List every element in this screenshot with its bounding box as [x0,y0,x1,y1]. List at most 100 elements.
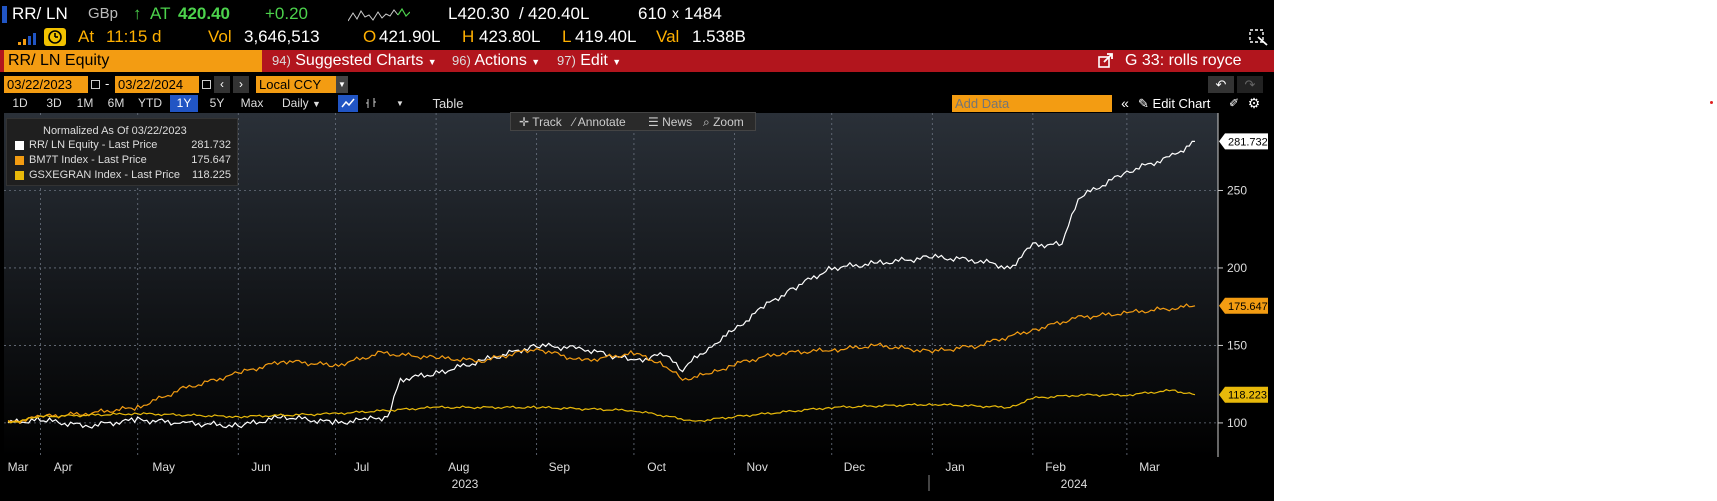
timeframe-button-6m[interactable]: 6M [107,96,125,110]
edit-menu[interactable]: 97) Edit ▼ [551,50,621,72]
zoom-label: Zoom [713,115,744,129]
timeframe-button-5y[interactable]: 5Y [209,96,225,110]
size-x: x [672,5,679,21]
x-tick-label: Dec [844,460,865,474]
x-tick-label: May [152,460,175,474]
quote-line: RR/ LN GBp ↑ AT 420.40 +0.20 L420.30 / 4… [0,4,1274,26]
pen-icon: ⁄ [573,115,576,129]
series-line [7,388,1196,424]
timeframe-button-1d[interactable]: 1D [12,96,28,110]
chevron-down-icon: ▼ [312,99,321,109]
chevron-down-icon[interactable]: ▼ [336,76,348,93]
chart-toolbar: ✛ Track ⁄ Annotate ☰ News ⌕ Zoom [510,112,756,131]
function-label[interactable]: G 33: rolls royce [1125,52,1242,69]
frequency-select[interactable]: Daily ▼ [278,95,332,112]
track-tool[interactable]: ✛ Track [519,113,562,132]
currency-value: Local CCY [259,77,322,92]
news-tool[interactable]: ☰ News [648,113,692,132]
chevron-down-icon[interactable]: ▼ [396,99,404,108]
chevron-down-icon: ▼ [427,57,437,67]
suggested-charts-menu[interactable]: 94) Suggested Charts ▼ [266,50,437,72]
menu-bar: RR/ LN Equity 94) Suggested Charts ▼ 96)… [0,50,1274,72]
legend-value: 281.732 [191,139,231,151]
magnifier-icon: ⌕ [703,115,710,129]
start-date-field[interactable]: 03/22/2023 [4,76,88,93]
edit-style-icon[interactable]: ✐ [1228,96,1240,110]
frequency-value: Daily [282,96,309,110]
actions-label: Actions [474,52,527,69]
high-label: H [462,27,475,46]
chart-legend[interactable]: Normalized As Of 03/22/2023 RR/ LN Equit… [6,118,238,186]
volume-label: Vol [208,27,232,46]
x-tick-label: Feb [1045,460,1066,474]
timeframe-button-ytd[interactable]: YTD [138,96,162,110]
series-line [7,303,1196,425]
news-icon: ☰ [648,115,659,129]
security-field[interactable]: RR/ LN Equity [4,50,262,72]
signal-bars-icon [18,33,36,45]
actions-menu[interactable]: 96) Actions ▼ [446,50,540,72]
clock-icon[interactable] [44,28,66,46]
end-label-text: 118.223 [1228,390,1267,402]
date-range-bar: 03/22/2023 - 03/22/2024 ‹ › Local CCY ▼ … [0,76,1274,94]
timeframe-button-max[interactable]: Max [240,96,264,110]
x-tick-label: Jan [945,460,964,474]
y-tick-label: 250 [1227,183,1247,197]
calendar-icon[interactable] [91,80,100,89]
legend-title: Normalized As Of 03/22/2023 [43,125,187,137]
end-label-text: 281.732 [1228,136,1268,148]
bloomberg-terminal: RR/ LN GBp ↑ AT 420.40 +0.20 L420.30 / 4… [0,0,1274,501]
suggested-charts-num: 94) [272,53,291,68]
legend-swatch [15,141,24,150]
add-data-input[interactable] [952,95,1112,112]
gear-icon[interactable]: ⚙ [1247,95,1261,111]
end-date-field[interactable]: 03/22/2024 [115,76,199,93]
popout-icon[interactable] [1098,53,1114,69]
x-tick-label: Mar [1139,460,1160,474]
end-label-tag [1219,133,1268,150]
status-dot [1710,101,1713,104]
end-date: 03/22/2024 [118,77,184,92]
legend-label: BM7T Index - Last Price [29,154,147,166]
undo-icon[interactable]: ↶ [1208,76,1234,93]
redo-icon[interactable]: ↷ [1237,76,1263,93]
x-tick-label: Apr [54,460,73,474]
time-label: At [78,27,95,46]
price-change: +0.20 [265,4,309,23]
end-value-label: 175.647 [1219,297,1268,314]
previous-period-button[interactable]: ‹ [214,76,230,93]
legend-item[interactable]: RR/ LN Equity - Last Price 281.732 [7,138,239,152]
edit-chart-button[interactable]: ✎ Edit Chart [1138,95,1218,112]
annotate-tool[interactable]: ⁄ Annotate [573,113,626,132]
line-chart-icon[interactable] [338,95,358,112]
next-period-button[interactable]: › [233,76,249,93]
track-label: Track [532,115,562,129]
zoom-tool[interactable]: ⌕ Zoom [703,113,744,132]
bid-size: 610 [638,4,667,23]
legend-item[interactable]: GSXEGRAN Index - Last Price 118.225 [7,168,239,182]
last-price: 420.40 [178,4,230,23]
end-label-tag [1219,386,1268,403]
x-tick-label: Mar [8,460,29,474]
x-tick-label: Nov [747,460,768,474]
table-button[interactable]: Table [424,95,472,112]
suggested-charts-label: Suggested Charts [295,52,424,69]
currency: GBp [88,5,119,22]
security-name: RR/ LN Equity [8,52,110,69]
ticker[interactable]: RR/ LN [12,4,68,23]
timeframe-button-3d[interactable]: 3D [46,96,62,110]
timeframe-button-1y[interactable]: 1Y [170,95,198,112]
open-price: 421.90L [379,27,441,46]
ask-size: 1484 [684,4,722,23]
collapse-icon[interactable]: « [1121,95,1129,111]
calendar-icon[interactable] [202,80,211,89]
legend-value: 175.647 [191,154,231,166]
legend-item[interactable]: BM7T Index - Last Price 175.647 [7,153,239,167]
expand-icon[interactable] [1249,29,1269,47]
pencil-icon: ✎ [1138,96,1149,111]
date-separator: - [105,76,110,91]
bar-chart-icon[interactable] [362,95,380,112]
timeframe-button-1m[interactable]: 1M [76,96,94,110]
currency-select[interactable]: Local CCY [256,76,336,93]
chevron-down-icon: ▼ [612,57,622,67]
